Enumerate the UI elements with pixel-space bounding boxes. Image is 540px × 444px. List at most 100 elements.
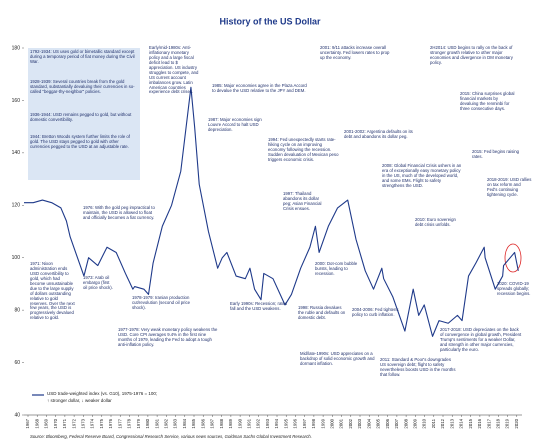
- highlight: [504, 243, 522, 273]
- x-tick-label: 2006: [385, 418, 390, 428]
- x-tick-label: 1995: [283, 418, 288, 428]
- x-tick-label: 1998: [311, 418, 316, 428]
- x-tick-label: 2017: [486, 418, 491, 428]
- x-tick-label: 1971: [62, 418, 67, 428]
- annotation: 1977-1978: Very weak monetary policy wea…: [118, 327, 218, 347]
- x-tick-label: 1973: [80, 418, 85, 428]
- annotation: 2015: China surprises global financial m…: [460, 91, 515, 111]
- x-tick-label: 1976: [108, 418, 113, 428]
- annotation: 1978-1979: Iranian production cut/revolu…: [132, 295, 191, 310]
- x-tick-label: 1992: [256, 418, 261, 428]
- annotation: 2001: 9/11 attacks increase overall unce…: [320, 45, 390, 60]
- annotation: 2H2014: USD begins to rally on the back …: [430, 45, 513, 65]
- x-tick-label: 2002: [348, 418, 353, 428]
- x-tick-label: 2016: [477, 418, 482, 428]
- x-tick-label: 1987: [210, 418, 215, 428]
- x-tick-label: 1988: [219, 418, 224, 428]
- annotation: Early/mid-1980s: Anti-inflationary monet…: [149, 45, 199, 95]
- x-tick-label: 1993: [265, 418, 270, 428]
- line: [24, 86, 519, 337]
- chart-title: History of the US Dollar: [219, 16, 321, 26]
- x-tick-label: 1985: [191, 418, 196, 428]
- x-tick-label: 1991: [246, 418, 251, 428]
- legend-label: USD trade-weighted index (vs. G10), 1975…: [47, 391, 157, 396]
- x-tick-label: 2008: [403, 418, 408, 428]
- annotation-box: [28, 48, 140, 180]
- x-tick-label: 1969: [44, 418, 49, 428]
- x-tick-label: 1980: [145, 418, 150, 428]
- y-tick-label: 80: [14, 307, 20, 313]
- x-tick-label: 1990: [237, 418, 242, 428]
- y-tick-label: 120: [12, 203, 21, 209]
- x-tick-label: 1968: [34, 418, 39, 428]
- x-tick-label: 2003: [357, 418, 362, 428]
- y-tick-label: 160: [12, 98, 21, 104]
- annotation: 1976: With the gold peg impractical to m…: [83, 205, 155, 220]
- x-tick-label: 1967: [25, 418, 30, 428]
- y-tick-label: 40: [14, 412, 20, 418]
- annotation: 1985: Major economies agree in the Plaza…: [212, 83, 307, 93]
- x-tick-label: 1989: [228, 418, 233, 428]
- y-tick-label: 60: [14, 360, 20, 366]
- x-tick-label: 1996: [293, 418, 298, 428]
- annotation: Mid/late-1990s: USD appreciates on a bac…: [300, 351, 375, 366]
- x-tick-label: 1986: [200, 418, 205, 428]
- x-tick-label: 2007: [394, 418, 399, 428]
- annotation: 1997: Thailand abandons its dollar peg; …: [283, 191, 322, 211]
- annotation: 1928-1939: Several countries break from …: [30, 79, 135, 94]
- x-tick-label: 2010: [422, 418, 427, 428]
- x-tick-label: 1970: [53, 418, 58, 428]
- annotation: 2018-2019: USD rallies on tax reform and…: [487, 177, 532, 197]
- legend-note: ↑ stronger dollar, ↓ weaker dollar: [47, 398, 112, 403]
- x-tick-label: 2020: [514, 418, 519, 428]
- y-tick-label: 180: [12, 45, 21, 51]
- source: Source: Bloomberg, Federal Reserve Board…: [30, 434, 312, 439]
- x-tick-label: 2012: [440, 418, 445, 428]
- x-tick-label: 1977: [117, 418, 122, 428]
- x-tick-label: 1975: [99, 418, 104, 428]
- annotation: 1944: Bretton Woods system further limit…: [30, 134, 130, 149]
- x-tick-label: 1981: [154, 418, 159, 428]
- x-tick-label: 1982: [163, 418, 168, 428]
- x-tick-label: 2014: [459, 418, 464, 428]
- x-tick-label: 2013: [449, 418, 454, 428]
- x-tick-label: 1999: [320, 418, 325, 428]
- x-tick-label: 1972: [71, 418, 76, 428]
- annotation: 2001-2002: Argentina defaults on its deb…: [344, 129, 413, 139]
- x-tick-label: 1997: [302, 418, 307, 428]
- x-tick-label: 2009: [412, 418, 417, 428]
- x-tick-label: 2018: [495, 418, 500, 428]
- x-tick-label: 2001: [339, 418, 344, 428]
- annotation: 1994: Fed unexpectedly starts rate-hikin…: [268, 137, 339, 162]
- annotation: 2004-2006: Fed tightens policy to curb i…: [352, 307, 399, 317]
- x-tick-label: 2015: [468, 418, 473, 428]
- x-tick-label: 2019: [505, 418, 510, 428]
- x-tick-label: 2000: [329, 418, 334, 428]
- annotation: 1792-1934: US uses gold or bimetallic st…: [30, 49, 135, 64]
- y-tick-label: 100: [12, 255, 21, 261]
- annotation: 2011: Standard & Poor's downgrades US so…: [380, 357, 456, 377]
- annotation: 1987: Major economies sign Louvre Accord…: [208, 117, 262, 132]
- annotation: 2020: COVID-19 spreads globally; recessi…: [497, 281, 531, 296]
- annotation: 1973: Arab oil embargo (first oil price …: [83, 275, 113, 290]
- annotation: 1971: Nixon administration ends USD conv…: [30, 261, 75, 321]
- x-tick-label: 1979: [136, 418, 141, 428]
- x-tick-label: 1978: [127, 418, 132, 428]
- x-tick-label: 2004: [366, 418, 371, 428]
- annotation: 2008: Global Financial Crisis ushers in …: [382, 163, 462, 188]
- annotation: 2010: Euro sovereign debt crisis unfolds…: [415, 217, 456, 227]
- x-tick-label: 2011: [431, 418, 436, 428]
- x-tick-label: 1974: [90, 418, 95, 428]
- annotation: 1998: Russia devalues the ruble and defa…: [298, 305, 346, 320]
- x-tick-label: 1994: [274, 418, 279, 428]
- annotation: 2017-2018: USD depreciates on the back o…: [440, 327, 522, 352]
- x-tick-label: 1984: [182, 418, 187, 428]
- x-tick-label: 1983: [173, 418, 178, 428]
- annotation: 2015: Fed begins raising rates.: [472, 149, 520, 159]
- y-tick-label: 140: [12, 150, 21, 156]
- annotation: Early 1990s: Recession; rates fall and t…: [230, 301, 288, 311]
- annotation: 2000: Dot-com bubble bursts, leading to …: [315, 261, 358, 276]
- annotation: 1936-1944: USD remains pegged to gold, b…: [30, 112, 132, 122]
